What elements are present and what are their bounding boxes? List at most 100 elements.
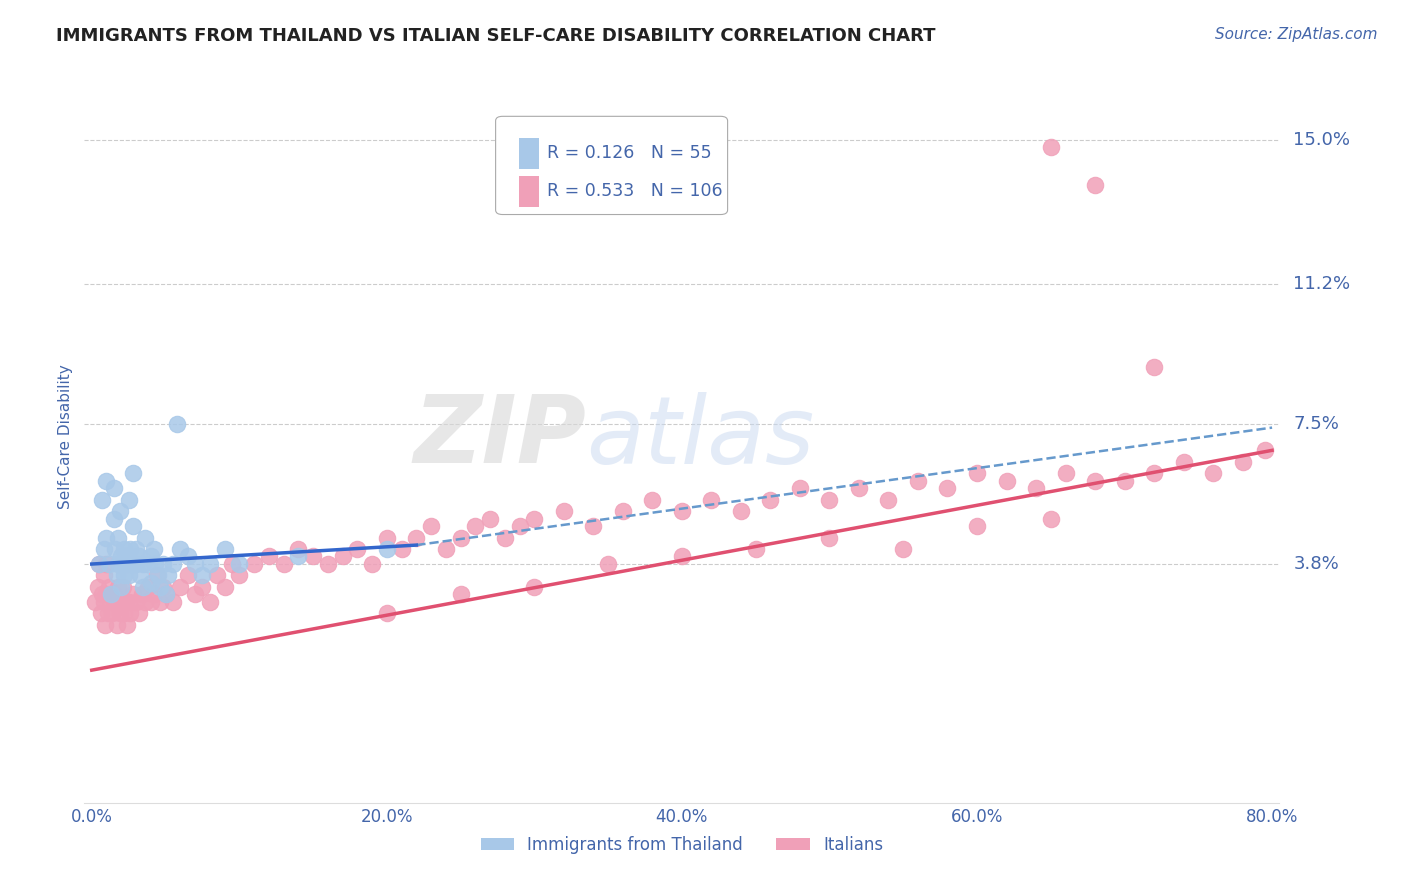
Point bbox=[287, 549, 309, 564]
Point bbox=[112, 541, 135, 556]
Point bbox=[93, 568, 115, 582]
Point bbox=[149, 580, 172, 594]
Point bbox=[316, 557, 339, 571]
Point bbox=[134, 531, 156, 545]
Point bbox=[121, 557, 143, 571]
Point bbox=[152, 580, 174, 594]
Point bbox=[361, 557, 384, 571]
Point bbox=[176, 549, 198, 564]
Point bbox=[125, 595, 148, 609]
Point bbox=[136, 580, 159, 594]
Point bbox=[139, 576, 162, 591]
Point bbox=[257, 549, 280, 564]
Point bbox=[122, 466, 145, 480]
Point bbox=[120, 607, 142, 621]
Point bbox=[450, 531, 472, 545]
Point bbox=[107, 580, 129, 594]
Point bbox=[143, 557, 166, 571]
Point bbox=[228, 557, 250, 571]
Point bbox=[108, 607, 131, 621]
Point bbox=[139, 595, 162, 609]
Point bbox=[1025, 481, 1047, 495]
Point bbox=[96, 557, 118, 571]
Text: 3.8%: 3.8% bbox=[1294, 555, 1339, 573]
Point bbox=[191, 568, 214, 582]
Text: 7.5%: 7.5% bbox=[1294, 415, 1340, 433]
Point bbox=[115, 617, 138, 632]
Point bbox=[146, 568, 169, 582]
Point bbox=[90, 607, 112, 621]
Point bbox=[1143, 359, 1166, 374]
Point bbox=[111, 580, 134, 594]
Point bbox=[1039, 511, 1062, 525]
Point bbox=[1202, 466, 1225, 480]
Point bbox=[120, 541, 142, 556]
Point bbox=[494, 531, 516, 545]
Point bbox=[149, 595, 172, 609]
Text: 11.2%: 11.2% bbox=[1294, 275, 1351, 293]
Point bbox=[132, 580, 155, 594]
Point bbox=[205, 568, 228, 582]
Point bbox=[96, 474, 118, 488]
Point bbox=[101, 607, 124, 621]
Point bbox=[103, 511, 125, 525]
Point bbox=[105, 568, 128, 582]
Point bbox=[464, 519, 486, 533]
Point bbox=[907, 474, 929, 488]
Point bbox=[273, 557, 295, 571]
Point bbox=[789, 481, 811, 495]
Point bbox=[87, 557, 110, 571]
Point bbox=[96, 587, 118, 601]
Point bbox=[98, 580, 121, 594]
Point bbox=[198, 595, 221, 609]
Point bbox=[221, 557, 243, 571]
Text: ZIP: ZIP bbox=[413, 391, 586, 483]
Point bbox=[103, 587, 125, 601]
Point bbox=[509, 519, 531, 533]
Point bbox=[744, 541, 766, 556]
Text: R = 0.533   N = 106: R = 0.533 N = 106 bbox=[547, 182, 723, 200]
Point bbox=[936, 481, 959, 495]
Point bbox=[166, 417, 188, 431]
Point bbox=[375, 541, 398, 556]
Point bbox=[523, 511, 546, 525]
Point bbox=[176, 568, 198, 582]
Point bbox=[139, 549, 162, 564]
Point bbox=[214, 580, 236, 594]
Point bbox=[128, 549, 150, 564]
Point bbox=[1054, 466, 1077, 480]
Point bbox=[450, 587, 472, 601]
Point bbox=[191, 580, 214, 594]
Point bbox=[110, 580, 132, 594]
Point bbox=[759, 492, 782, 507]
Point bbox=[1114, 474, 1136, 488]
Point bbox=[198, 557, 221, 571]
Point bbox=[375, 607, 398, 621]
Point bbox=[169, 541, 191, 556]
Point bbox=[87, 557, 110, 571]
Point bbox=[83, 595, 105, 609]
Point bbox=[891, 541, 914, 556]
Point bbox=[1232, 455, 1254, 469]
Point bbox=[152, 557, 174, 571]
Point bbox=[117, 492, 139, 507]
Point bbox=[479, 511, 502, 525]
Point bbox=[730, 504, 752, 518]
Point bbox=[112, 568, 135, 582]
Point bbox=[110, 549, 132, 564]
Point bbox=[228, 568, 250, 582]
Point bbox=[125, 557, 148, 571]
Point bbox=[375, 531, 398, 545]
Point bbox=[420, 519, 443, 533]
Point bbox=[114, 595, 136, 609]
Point bbox=[107, 557, 129, 571]
Point bbox=[96, 531, 118, 545]
Point bbox=[184, 557, 207, 571]
Point bbox=[115, 557, 138, 571]
Point bbox=[162, 595, 184, 609]
Point bbox=[105, 617, 128, 632]
Point bbox=[134, 595, 156, 609]
Point bbox=[214, 541, 236, 556]
Point bbox=[93, 595, 115, 609]
Point bbox=[112, 607, 135, 621]
